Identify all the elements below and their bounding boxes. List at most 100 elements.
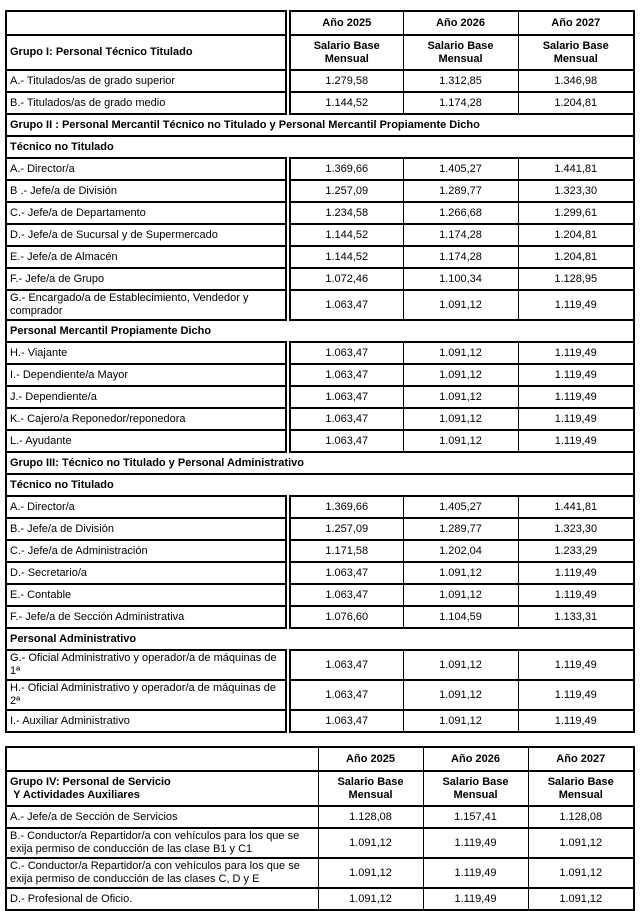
salary-row: K.- Cajero/a Reponedor/reponedora 1.063,4…	[5, 407, 635, 431]
salary-value: 1.299,61	[517, 201, 635, 225]
salary-value: 1.100,34	[402, 267, 519, 291]
salary-value: 1.119,49	[517, 385, 635, 409]
category-label: I.- Auxiliar Administrativo	[5, 709, 289, 733]
salary-value: 1.312,85	[402, 69, 519, 93]
salary-value: 1.063,47	[285, 289, 404, 321]
category-label: C.- Conductor/a Repartidor/a con vehícul…	[5, 857, 319, 889]
category-label: G.- Oficial Administrativo y operador/a …	[5, 649, 289, 681]
salary-value: 1.091,12	[402, 429, 519, 453]
category-label: A.- Jefe/a de Sección de Servicios	[5, 805, 319, 829]
salary-row: I.- Dependiente/a Mayor 1.063,47 1.091,12 1…	[5, 363, 635, 387]
section-title: Personal Administrativo	[5, 627, 635, 651]
salary-value: 1.257,09	[285, 517, 404, 541]
salary-value: 1.119,49	[517, 649, 635, 681]
salary-value: 1.091,12	[317, 857, 424, 889]
salary-value: 1.072,46	[285, 267, 404, 291]
salary-row: C.- Conductor/a Repartidor/a con vehícul…	[5, 857, 635, 889]
section-title: Personal Mercantil Propiamente Dicho	[5, 319, 635, 343]
salary-value: 1.091,12	[402, 561, 519, 585]
year-header-2027: Año 2027	[517, 10, 635, 36]
salary-value: 1.204,81	[517, 245, 635, 269]
salary-value: 1.441,81	[517, 495, 635, 519]
salary-value: 1.144,52	[285, 223, 404, 247]
category-label: C.- Jefe/a de Departamento	[5, 201, 289, 225]
category-label: J.- Dependiente/a	[5, 385, 289, 409]
salary-value: 1.369,66	[285, 495, 404, 519]
salary-value: 1.104,59	[402, 605, 519, 629]
salary-value: 1.346,98	[517, 69, 635, 93]
section-title: Grupo III: Técnico no Titulado y Persona…	[5, 451, 635, 475]
salary-header-row: Grupo I: Personal Técnico Titulado Salar…	[5, 34, 635, 71]
salary-row: E.- Contable 1.063,47 1.091,12 1.119,49	[5, 583, 635, 607]
category-label: D.- Profesional de Oficio.	[5, 887, 319, 911]
salary-row: H.- Oficial Administrativo y operador/a …	[5, 679, 635, 711]
salary-value: 1.091,12	[317, 887, 424, 911]
salary-row: A.- Titulados/as de grado superior 1.279,…	[5, 69, 635, 93]
salary-value: 1.091,12	[527, 857, 635, 889]
salary-row: A.- Director/a 1.369,66 1.405,27 1.441,81	[5, 495, 635, 519]
salary-row: A.- Director/a 1.369,66 1.405,27 1.441,81	[5, 157, 635, 181]
section-header-row: Técnico no Titulado	[5, 135, 635, 159]
salary-value: 1.204,81	[517, 223, 635, 247]
salary-value: 1.091,12	[527, 887, 635, 911]
salary-value: 1.405,27	[402, 157, 519, 181]
year-header-2025: Año 2025	[317, 746, 424, 772]
salary-value: 1.128,08	[527, 805, 635, 829]
salary-row: H.- Viajante 1.063,47 1.091,12 1.119,49	[5, 341, 635, 365]
salary-value: 1.323,30	[517, 517, 635, 541]
category-label: L.- Ayudante	[5, 429, 289, 453]
salary-row: E.- Jefe/a de Almacén 1.144,52 1.174,28 1.2…	[5, 245, 635, 269]
salary-table-1-body: A.- Titulados/as de grado superior 1.279,…	[5, 69, 635, 733]
salary-value: 1.323,30	[517, 179, 635, 203]
section-header-row: Grupo III: Técnico no Titulado y Persona…	[5, 451, 635, 475]
salary-table-2-body: A.- Jefe/a de Sección de Servicios 1.128,…	[5, 805, 635, 911]
category-label: A.- Titulados/as de grado superior	[5, 69, 289, 93]
salary-value: 1.091,12	[402, 583, 519, 607]
salary-value: 1.133,31	[517, 605, 635, 629]
salary-row: L.- Ayudante 1.063,47 1.091,12 1.119,49	[5, 429, 635, 453]
salary-value: 1.063,47	[285, 407, 404, 431]
category-label: B.- Conductor/a Repartidor/a con vehícul…	[5, 827, 319, 859]
group-title: Grupo I: Personal Técnico Titulado	[5, 34, 289, 71]
salary-value: 1.405,27	[402, 495, 519, 519]
corner-cell	[5, 10, 289, 36]
section-header-row: Técnico no Titulado	[5, 473, 635, 497]
year-header-2027: Año 2027	[527, 746, 635, 772]
salary-value: 1.204,81	[517, 91, 635, 115]
salary-value: 1.174,28	[402, 223, 519, 247]
salary-value: 1.063,47	[285, 583, 404, 607]
salary-value: 1.091,12	[402, 709, 519, 733]
salary-value: 1.091,12	[402, 385, 519, 409]
section-title: Técnico no Titulado	[5, 135, 635, 159]
year-header-row: Año 2025 Año 2026 Año 2027	[5, 10, 635, 36]
salary-value: 1.128,95	[517, 267, 635, 291]
salary-value: 1.144,52	[285, 91, 404, 115]
salary-value: 1.076,60	[285, 605, 404, 629]
salary-value: 1.119,49	[517, 407, 635, 431]
category-label: C.- Jefe/a de Administración	[5, 539, 289, 563]
salary-value: 1.091,12	[402, 341, 519, 365]
category-label: D.- Secretario/a	[5, 561, 289, 585]
salary-value: 1.202,04	[402, 539, 519, 563]
salary-value: 1.119,49	[517, 429, 635, 453]
category-label: D.- Jefe/a de Sucursal y de Supermercado	[5, 223, 289, 247]
salary-base-header: Salario Base Mensual	[317, 770, 424, 807]
salary-value: 1.174,28	[402, 245, 519, 269]
salary-row: D.- Secretario/a 1.063,47 1.091,12 1.119,49	[5, 561, 635, 585]
salary-row: C.- Jefe/a de Departamento 1.234,58 1.266,…	[5, 201, 635, 225]
salary-value: 1.369,66	[285, 157, 404, 181]
salary-value: 1.091,12	[402, 289, 519, 321]
section-header-row: Personal Administrativo	[5, 627, 635, 651]
salary-base-header: Salario Base Mensual	[402, 34, 519, 71]
salary-value: 1.119,49	[517, 583, 635, 607]
category-label: H.- Oficial Administrativo y operador/a …	[5, 679, 289, 711]
corner-cell	[5, 746, 319, 772]
salary-value: 1.119,49	[422, 857, 529, 889]
salary-value: 1.063,47	[285, 363, 404, 387]
category-label: K.- Cajero/a Reponedor/reponedora	[5, 407, 289, 431]
salary-row: J.- Dependiente/a 1.063,47 1.091,12 1.119,4…	[5, 385, 635, 409]
salary-value: 1.171,58	[285, 539, 404, 563]
category-label: A.- Director/a	[5, 495, 289, 519]
salary-row: G.- Encargado/a de Establecimiento, Vend…	[5, 289, 635, 321]
